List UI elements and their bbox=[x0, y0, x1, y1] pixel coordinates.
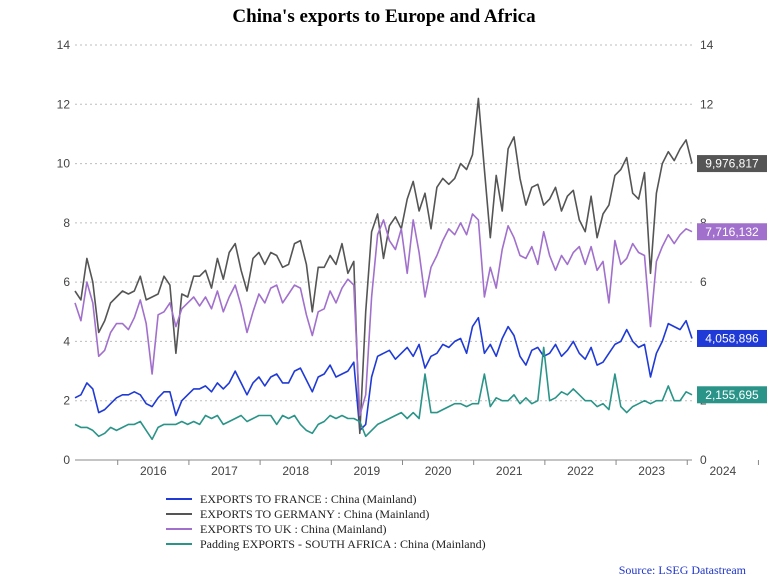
y-tick-left-8: 8 bbox=[63, 216, 70, 230]
legend-label-uk: EXPORTS TO UK : China (Mainland) bbox=[200, 522, 387, 536]
y-tick-left-4: 4 bbox=[63, 334, 70, 348]
y-tick-right-8: 8 bbox=[700, 216, 707, 230]
y-tick-right-6: 6 bbox=[700, 275, 707, 289]
series-line-france bbox=[74, 316, 693, 432]
y-tick-left-0: 0 bbox=[63, 453, 70, 467]
end-label-germany: 9,976,817 bbox=[705, 157, 759, 171]
series-line-germany bbox=[74, 97, 693, 435]
x-tick-label-2023: 2023 bbox=[638, 464, 665, 478]
x-tick-label-2024: 2024 bbox=[709, 464, 736, 478]
y-tick-left-2: 2 bbox=[63, 394, 70, 408]
x-tick-label-2016: 2016 bbox=[140, 464, 167, 478]
chart-legend: EXPORTS TO FRANCE : China (Mainland) EXP… bbox=[166, 492, 486, 552]
y-tick-right-14: 14 bbox=[700, 38, 714, 52]
legend-swatch-uk bbox=[166, 528, 192, 531]
x-tick-label-2018: 2018 bbox=[282, 464, 309, 478]
legend-swatch-france bbox=[166, 498, 192, 501]
legend-item-germany: EXPORTS TO GERMANY : China (Mainland) bbox=[166, 507, 486, 522]
x-tick-label-2022: 2022 bbox=[567, 464, 594, 478]
y-tick-right-12: 12 bbox=[700, 97, 714, 111]
legend-item-uk: EXPORTS TO UK : China (Mainland) bbox=[166, 522, 486, 537]
y-tick-left-10: 10 bbox=[57, 157, 71, 171]
legend-label-germany: EXPORTS TO GERMANY : China (Mainland) bbox=[200, 507, 430, 521]
x-tick-label-2019: 2019 bbox=[354, 464, 381, 478]
end-label-france: 4,058,896 bbox=[705, 331, 759, 345]
legend-label-south-africa: Padding EXPORTS - SOUTH AFRICA : China (… bbox=[200, 537, 486, 551]
legend-swatch-south-africa bbox=[166, 543, 192, 546]
x-tick-label-2020: 2020 bbox=[425, 464, 452, 478]
end-label-box-germany bbox=[697, 155, 767, 173]
series-line-uk bbox=[74, 213, 693, 417]
legend-swatch-germany bbox=[166, 513, 192, 516]
legend-item-south-africa: Padding EXPORTS - SOUTH AFRICA : China (… bbox=[166, 537, 486, 552]
legend-label-france: EXPORTS TO FRANCE : China (Mainland) bbox=[200, 492, 417, 506]
y-tick-left-12: 12 bbox=[57, 97, 71, 111]
end-label-box-uk bbox=[697, 223, 767, 241]
y-tick-right-0: 0 bbox=[700, 453, 707, 467]
end-label-south-africa: 2,155,695 bbox=[705, 388, 759, 402]
legend-item-france: EXPORTS TO FRANCE : China (Mainland) bbox=[166, 492, 486, 507]
series-line-south-africa bbox=[74, 346, 693, 441]
end-label-box-south-africa bbox=[697, 386, 767, 404]
end-label-uk: 7,716,132 bbox=[705, 225, 759, 239]
y-tick-left-6: 6 bbox=[63, 275, 70, 289]
end-label-box-france bbox=[697, 329, 767, 347]
y-tick-left-14: 14 bbox=[57, 38, 71, 52]
source-note: Source: LSEG Datastream bbox=[618, 563, 746, 577]
x-tick-label-2021: 2021 bbox=[496, 464, 523, 478]
x-tick-label-2017: 2017 bbox=[211, 464, 238, 478]
chart-title: China's exports to Europe and Africa bbox=[232, 6, 536, 27]
